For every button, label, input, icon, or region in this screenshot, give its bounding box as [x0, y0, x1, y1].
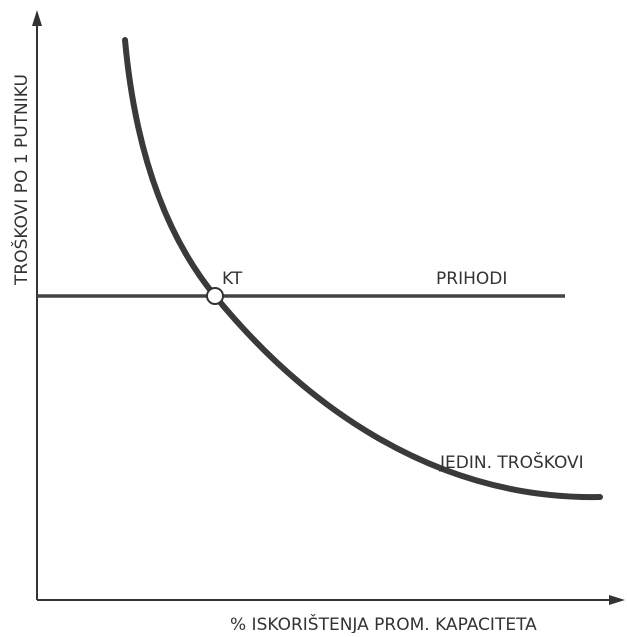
revenue-label: PRIHODI — [436, 269, 507, 289]
y-axis-label: TROŠKOVI PO 1 PUTNIKU — [10, 74, 32, 286]
break-even-point — [206, 287, 224, 305]
cost-curve — [122, 37, 603, 501]
y-axis-arrow — [32, 10, 42, 26]
point-label: KT — [222, 269, 243, 289]
x-axis-arrow — [609, 595, 625, 605]
cost-label: JEDIN. TROŠKOVI — [439, 451, 584, 473]
x-axis-label: % ISKORIŠTENJA PROM. KAPACITETA — [230, 613, 537, 633]
